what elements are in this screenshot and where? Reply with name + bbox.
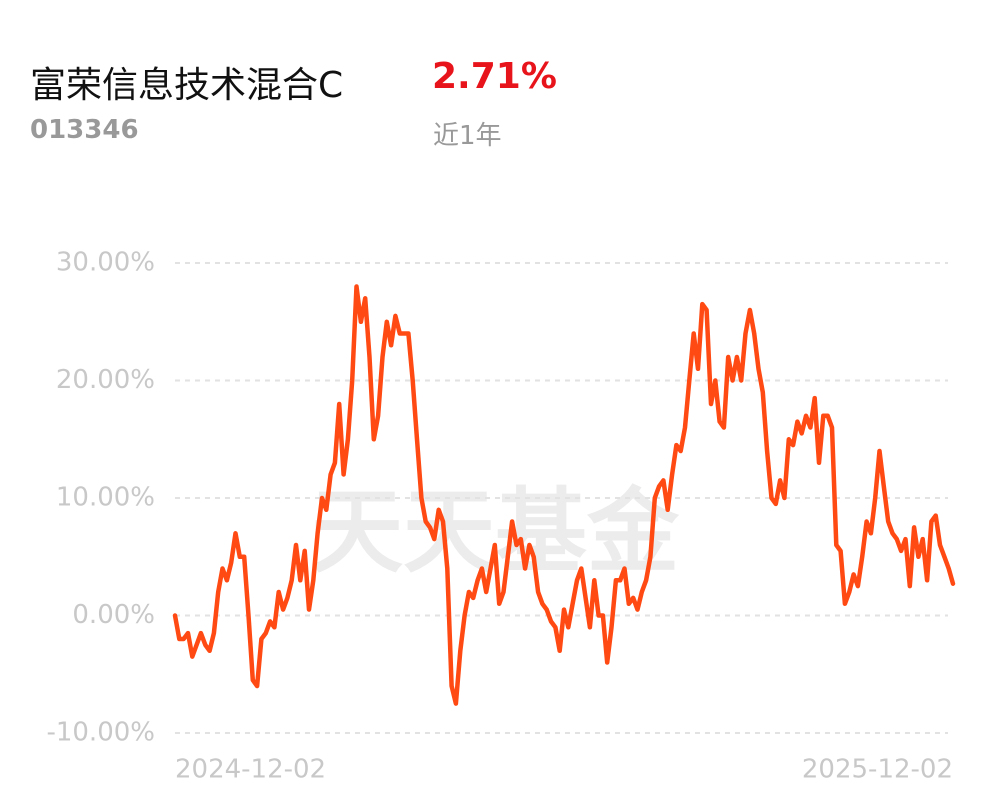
fund-name: 富荣信息技术混合C: [30, 65, 344, 106]
y-tick-label: 20.00%: [56, 365, 155, 395]
y-tick-label: -10.00%: [46, 718, 155, 748]
fund-code: 013346: [30, 115, 139, 145]
y-tick-label: 0.00%: [72, 600, 155, 630]
period: 近1年: [433, 121, 502, 151]
y-tick-label: 10.00%: [56, 483, 155, 513]
fund-return: 2.71%: [432, 56, 557, 97]
y-tick-label: 30.00%: [56, 248, 155, 278]
line-series: [172, 284, 956, 706]
x-tick-label: 2025-12-02: [802, 755, 953, 785]
x-tick-label: 2024-12-02: [175, 755, 326, 785]
